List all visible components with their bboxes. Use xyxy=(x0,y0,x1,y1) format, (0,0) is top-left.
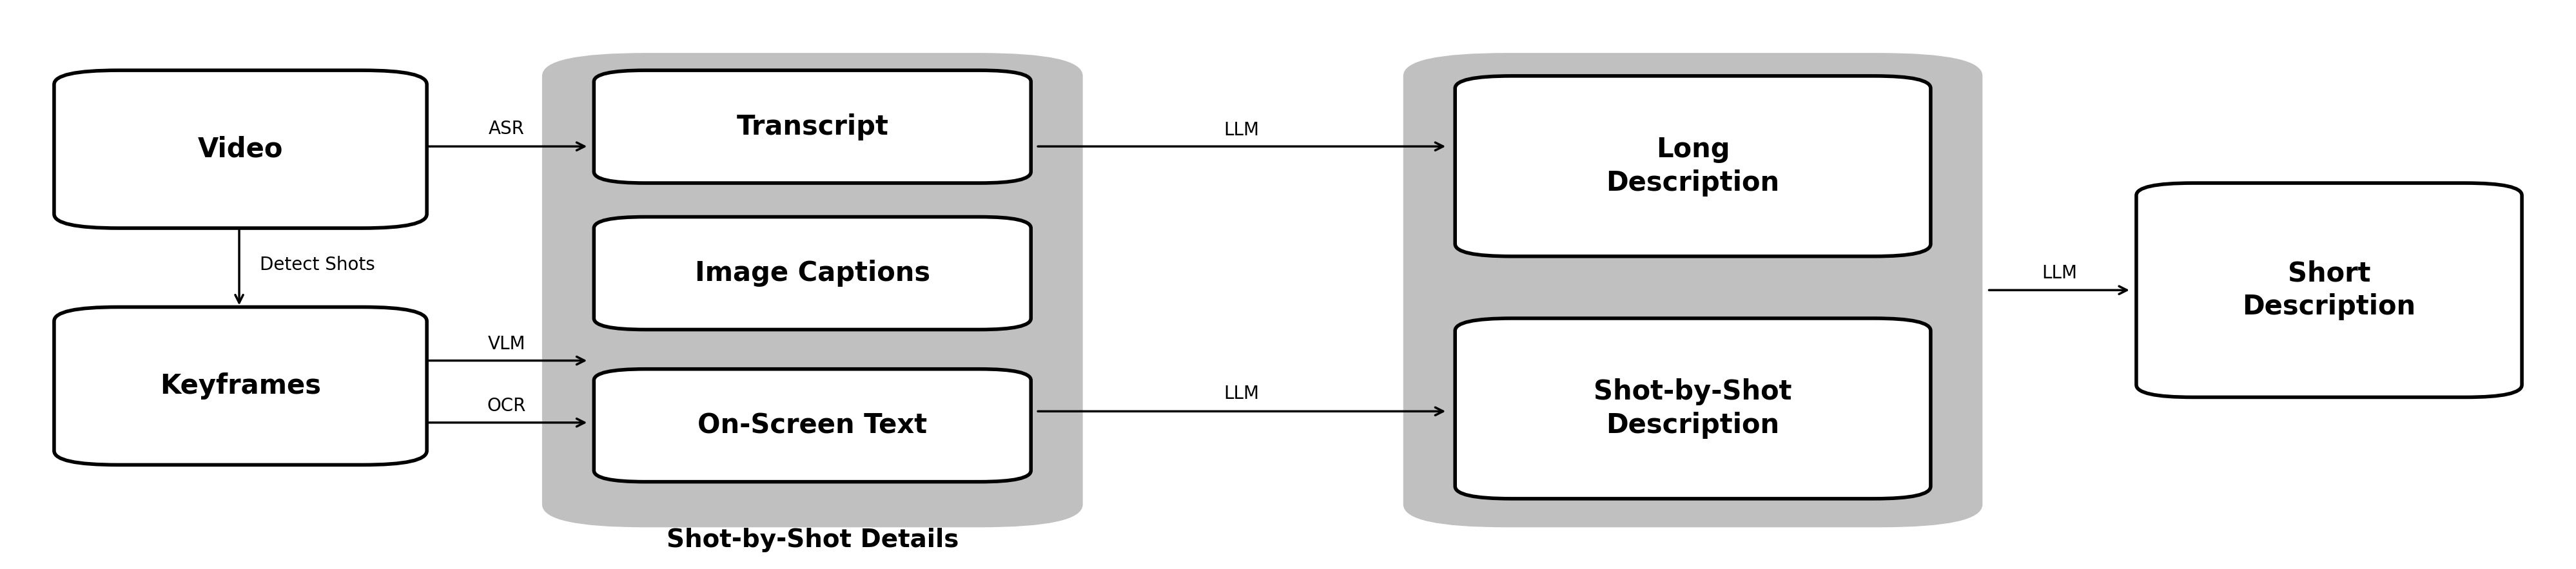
Text: Detect Shots: Detect Shots xyxy=(260,255,376,274)
Text: Short
Description: Short Description xyxy=(2241,260,2416,320)
Text: OCR: OCR xyxy=(487,397,526,415)
Text: Transcript: Transcript xyxy=(737,113,889,140)
FancyBboxPatch shape xyxy=(595,71,1030,183)
Text: LLM: LLM xyxy=(1224,385,1260,403)
Text: LLM: LLM xyxy=(1224,121,1260,139)
FancyBboxPatch shape xyxy=(544,53,1082,527)
Text: VLM: VLM xyxy=(487,335,526,353)
Text: Keyframes: Keyframes xyxy=(160,373,322,399)
Text: Long
Description: Long Description xyxy=(1605,136,1780,196)
FancyBboxPatch shape xyxy=(1455,318,1929,498)
FancyBboxPatch shape xyxy=(1404,53,1981,527)
FancyBboxPatch shape xyxy=(2136,183,2522,397)
Text: ASR: ASR xyxy=(489,120,526,138)
FancyBboxPatch shape xyxy=(54,71,428,228)
Text: Shot-by-Shot
Description: Shot-by-Shot Description xyxy=(1595,378,1793,439)
Text: Shot-by-Shot Details: Shot-by-Shot Details xyxy=(667,527,958,552)
FancyBboxPatch shape xyxy=(595,369,1030,482)
Text: Image Captions: Image Captions xyxy=(696,259,930,287)
Text: Video: Video xyxy=(198,135,283,163)
FancyBboxPatch shape xyxy=(1455,76,1929,256)
FancyBboxPatch shape xyxy=(54,307,428,465)
Text: On-Screen Text: On-Screen Text xyxy=(698,412,927,439)
Text: LLM: LLM xyxy=(2040,264,2076,282)
FancyBboxPatch shape xyxy=(595,217,1030,329)
